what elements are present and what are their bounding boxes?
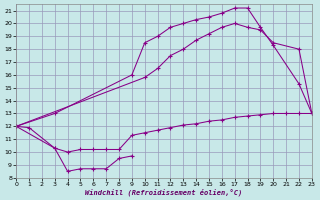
X-axis label: Windchill (Refroidissement éolien,°C): Windchill (Refroidissement éolien,°C) bbox=[85, 188, 243, 196]
